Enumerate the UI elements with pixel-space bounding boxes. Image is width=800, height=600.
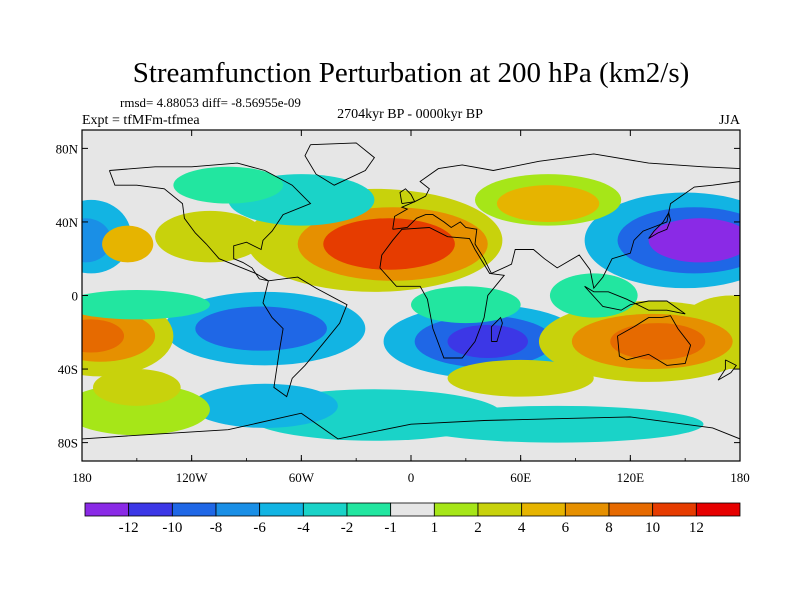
period-label: 2704kyr BP - 0000kyr BP bbox=[337, 107, 483, 122]
coastline bbox=[262, 276, 348, 398]
colorbar: -12 -10 -8 -6 -4 -2 -1 1 2 4 6 8 10 12 bbox=[84, 502, 741, 536]
colorbar-swatch bbox=[652, 502, 697, 517]
colorbar-swatch bbox=[259, 502, 304, 517]
contour-region bbox=[447, 324, 528, 359]
colorbar-label: 1 bbox=[431, 520, 439, 536]
contour-fields bbox=[82, 166, 740, 443]
experiment-label: Expt = tfMFm-tfmea bbox=[82, 113, 200, 128]
x-tick-label: 60E bbox=[510, 470, 531, 485]
contour-region bbox=[195, 306, 327, 351]
contour-region bbox=[411, 286, 521, 324]
coastline bbox=[717, 359, 737, 381]
x-tick-label: 0 bbox=[408, 470, 415, 485]
y-tick-label: 80N bbox=[56, 141, 79, 156]
colorbar-swatch bbox=[433, 502, 479, 517]
colorbar-swatch bbox=[695, 502, 741, 517]
colorbar-swatch bbox=[171, 502, 217, 517]
coastline bbox=[617, 315, 692, 366]
contour-region bbox=[82, 289, 210, 320]
contour-region bbox=[155, 210, 265, 263]
contour-region bbox=[411, 405, 704, 443]
x-tick-label: 120E bbox=[617, 470, 645, 485]
contour-region bbox=[82, 319, 125, 353]
colorbar-label: 10 bbox=[645, 520, 660, 536]
coastlines bbox=[82, 142, 740, 440]
colorbar-swatch bbox=[564, 502, 610, 517]
contour-region bbox=[102, 225, 154, 263]
colorbar-label: 6 bbox=[562, 520, 570, 536]
colorbar-swatch bbox=[477, 502, 523, 517]
coastline bbox=[399, 188, 416, 205]
colorbar-label: -6 bbox=[253, 520, 266, 536]
map-area bbox=[82, 130, 740, 461]
y-tick-label: 0 bbox=[72, 289, 79, 304]
contour-region bbox=[173, 166, 284, 204]
colorbar-label: 8 bbox=[605, 520, 613, 536]
season-label: JJA bbox=[719, 113, 741, 128]
contour-region bbox=[610, 323, 706, 360]
colorbar-swatch bbox=[128, 502, 173, 517]
x-axis: 180 120W 60W 0 60E 120E 180 bbox=[72, 130, 750, 485]
colorbar-swatch bbox=[84, 502, 130, 517]
colorbar-swatch bbox=[215, 502, 261, 517]
coastline bbox=[108, 162, 312, 282]
contour-region bbox=[496, 185, 600, 222]
y-tick-label: 40N bbox=[56, 215, 79, 230]
y-axis: 80N 40N 0 40S 80S bbox=[56, 141, 740, 451]
contour-region bbox=[191, 383, 338, 428]
stats-label: rmsd= 4.88053 diff= -8.56955e-09 bbox=[120, 95, 301, 110]
contour-region bbox=[648, 218, 740, 263]
colorbar-label: 4 bbox=[518, 520, 526, 536]
colorbar-label: -1 bbox=[384, 520, 397, 536]
colorbar-label: 2 bbox=[474, 520, 482, 536]
colorbar-swatch bbox=[346, 502, 392, 517]
x-tick-label: 120W bbox=[176, 470, 209, 485]
x-tick-label: 60W bbox=[289, 470, 315, 485]
coastline bbox=[304, 142, 376, 186]
contour-region bbox=[549, 273, 638, 318]
contour-region bbox=[447, 359, 594, 397]
coastline bbox=[379, 227, 506, 359]
y-tick-label: 80S bbox=[58, 436, 78, 451]
coastline bbox=[648, 211, 671, 239]
colorbar-swatch bbox=[521, 502, 566, 517]
coastline bbox=[490, 316, 503, 342]
colorbar-swatch bbox=[390, 502, 435, 517]
coastline bbox=[584, 285, 686, 315]
colorbar-label: -8 bbox=[210, 520, 223, 536]
colorbar-swatch bbox=[302, 502, 348, 517]
colorbar-label: 12 bbox=[689, 520, 704, 536]
colorbar-label: -10 bbox=[162, 520, 182, 536]
contour-region bbox=[92, 369, 181, 406]
contour-region bbox=[82, 218, 112, 263]
colorbar-swatch bbox=[608, 502, 654, 517]
contour-region bbox=[323, 218, 455, 270]
x-tick-label: 180 bbox=[730, 470, 750, 485]
colorbar-label: -12 bbox=[119, 520, 139, 536]
coastline bbox=[82, 412, 740, 440]
chart-title: Streamfunction Perturbation at 200 hPa (… bbox=[133, 57, 690, 89]
colorbar-label: -2 bbox=[341, 520, 354, 536]
colorbar-label: -4 bbox=[297, 520, 310, 536]
coastline bbox=[392, 153, 740, 290]
x-tick-label: 180 bbox=[72, 470, 92, 485]
y-tick-label: 40S bbox=[58, 362, 78, 377]
